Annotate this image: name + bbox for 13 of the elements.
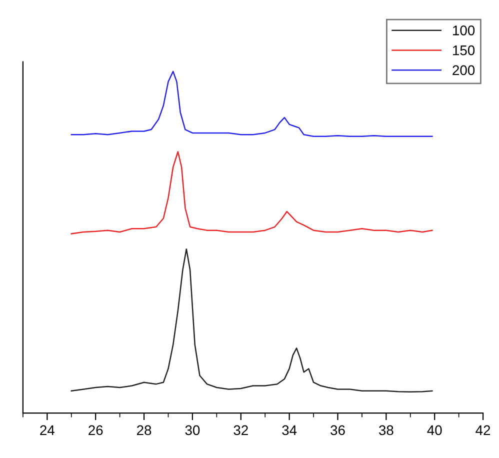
legend-label: 200 xyxy=(452,65,475,76)
x-tick-label: 28 xyxy=(137,425,152,436)
legend-label: 150 xyxy=(453,45,475,56)
x-tick-label: 32 xyxy=(234,425,248,436)
x-tick-label: 24 xyxy=(40,425,54,435)
x-tick-label: 40 xyxy=(427,425,442,436)
legend-label: 100 xyxy=(453,26,475,36)
x-tick-label: 38 xyxy=(378,425,394,436)
x-tick-label: 30 xyxy=(185,425,200,436)
x-tick-label: 26 xyxy=(88,425,103,436)
x-tick-label: 42 xyxy=(476,425,490,435)
x-tick-label: 34 xyxy=(282,425,297,436)
x-tick-label: 36 xyxy=(330,425,345,436)
